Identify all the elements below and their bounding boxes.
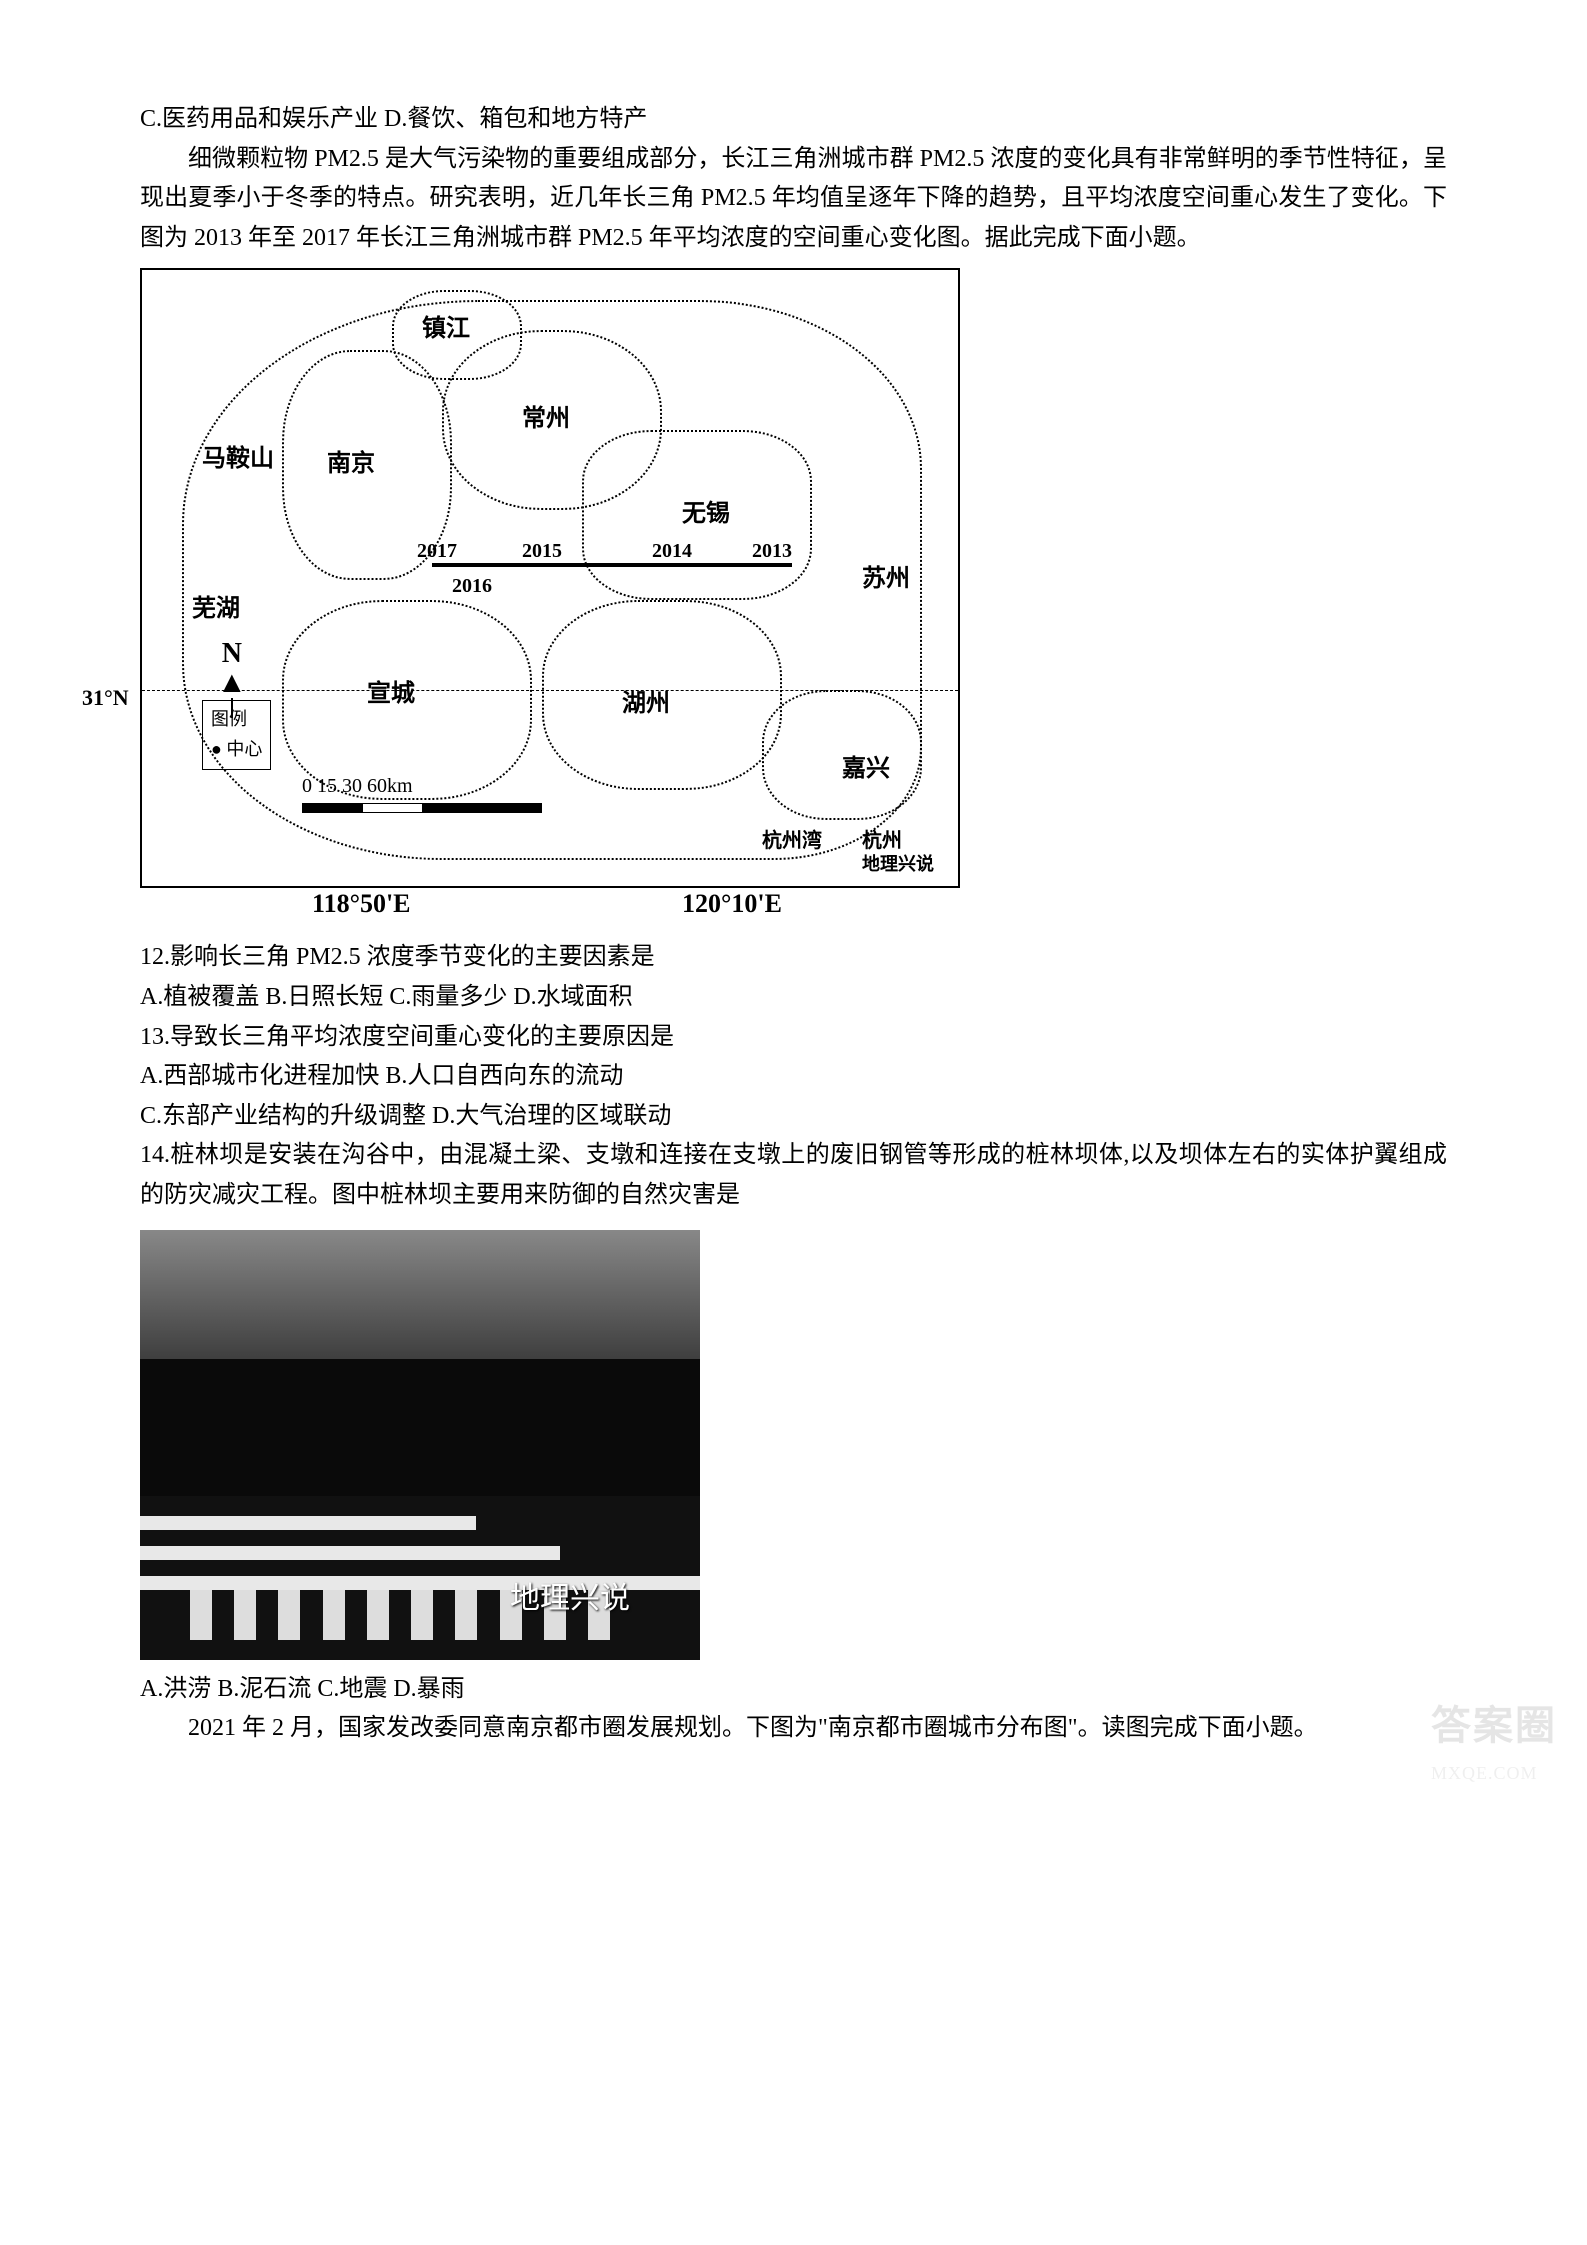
city-maanshan: 马鞍山 <box>202 440 274 480</box>
map-scale-bar: 0 15 30 60km <box>302 770 542 813</box>
city-wuxi: 无锡 <box>682 495 730 535</box>
centroid-polyline <box>432 563 792 567</box>
lon-left-label: 118°50'E <box>312 883 411 926</box>
lon-right-label: 120°10'E <box>682 883 782 926</box>
legend-title: 图例 <box>211 705 262 735</box>
lat-31n-label: 31°N <box>82 680 129 716</box>
city-wuhu: 芜湖 <box>192 590 240 630</box>
map-figure-pm25-centroid: 31°N 镇江 常州 马鞍山 南京 无锡 苏州 芜湖 宣城 湖州 嘉兴 杭州湾 … <box>140 268 960 888</box>
year-2016: 2016 <box>452 570 492 603</box>
q12-stem: 12.影响长三角 PM2.5 浓度季节变化的主要因素是 <box>140 938 1447 978</box>
dam-band-1 <box>140 1516 476 1530</box>
option-line-cd: C.医药用品和娱乐产业 D.餐饮、箱包和地方特产 <box>140 100 1447 140</box>
lat-31-line <box>142 690 958 691</box>
city-jiaxing: 嘉兴 <box>842 750 890 790</box>
passage-nanjing: 2021 年 2 月，国家发改委同意南京都市圈发展规划。下图为"南京都市圈城市分… <box>140 1709 1447 1749</box>
watermark-url-text: MXQE.COM <box>1431 1759 1557 1789</box>
photo-watermark-text: 地理兴说 <box>510 1574 630 1624</box>
watermark-main-text: 答案圈 <box>1431 1693 1557 1759</box>
legend-center-point: ● 中心 <box>211 735 262 765</box>
city-nanjing: 南京 <box>327 445 375 485</box>
city-xuancheng: 宣城 <box>367 675 415 715</box>
q13-options-ab: A.西部城市化进程加快 B.人口自西向东的流动 <box>140 1057 1447 1097</box>
passage-pm25: 细微颗粒物 PM2.5 是大气污染物的重要组成部分，长江三角洲城市群 PM2.5… <box>140 140 1447 259</box>
year-2014: 2014 <box>652 535 692 568</box>
q13-stem: 13.导致长三角平均浓度空间重心变化的主要原因是 <box>140 1018 1447 1058</box>
city-suzhou: 苏州 <box>862 560 910 600</box>
photo-mid-region <box>140 1359 700 1510</box>
q13-options-cd: C.东部产业结构的升级调整 D.大气治理的区域联动 <box>140 1097 1447 1137</box>
year-2013: 2013 <box>752 535 792 568</box>
map-watermark-dilixinshuo: 地理兴说 <box>862 850 934 880</box>
page-watermark: 答案圈 MXQE.COM <box>1431 1693 1557 1789</box>
q12-options: A.植被覆盖 B.日照长短 C.雨量多少 D.水域面积 <box>140 978 1447 1018</box>
year-2015: 2015 <box>522 535 562 568</box>
year-2017: 2017 <box>417 535 457 568</box>
photo-sky-region <box>140 1230 700 1381</box>
city-hangzhou-bay: 杭州湾 <box>762 825 822 858</box>
city-changzhou: 常州 <box>522 400 570 440</box>
q14-options: A.洪涝 B.泥石流 C.地震 D.暴雨 <box>140 1670 1447 1710</box>
photo-figure-dam: 地理兴说 <box>140 1230 700 1660</box>
map-legend: 图例 ● 中心 <box>202 700 271 769</box>
dam-band-2 <box>140 1546 560 1560</box>
q14-stem: 14.桩林坝是安装在沟谷中，由混凝土梁、支墩和连接在支墩上的废旧钢管等形成的桩林… <box>140 1136 1447 1215</box>
city-zhenjiang: 镇江 <box>422 310 470 350</box>
